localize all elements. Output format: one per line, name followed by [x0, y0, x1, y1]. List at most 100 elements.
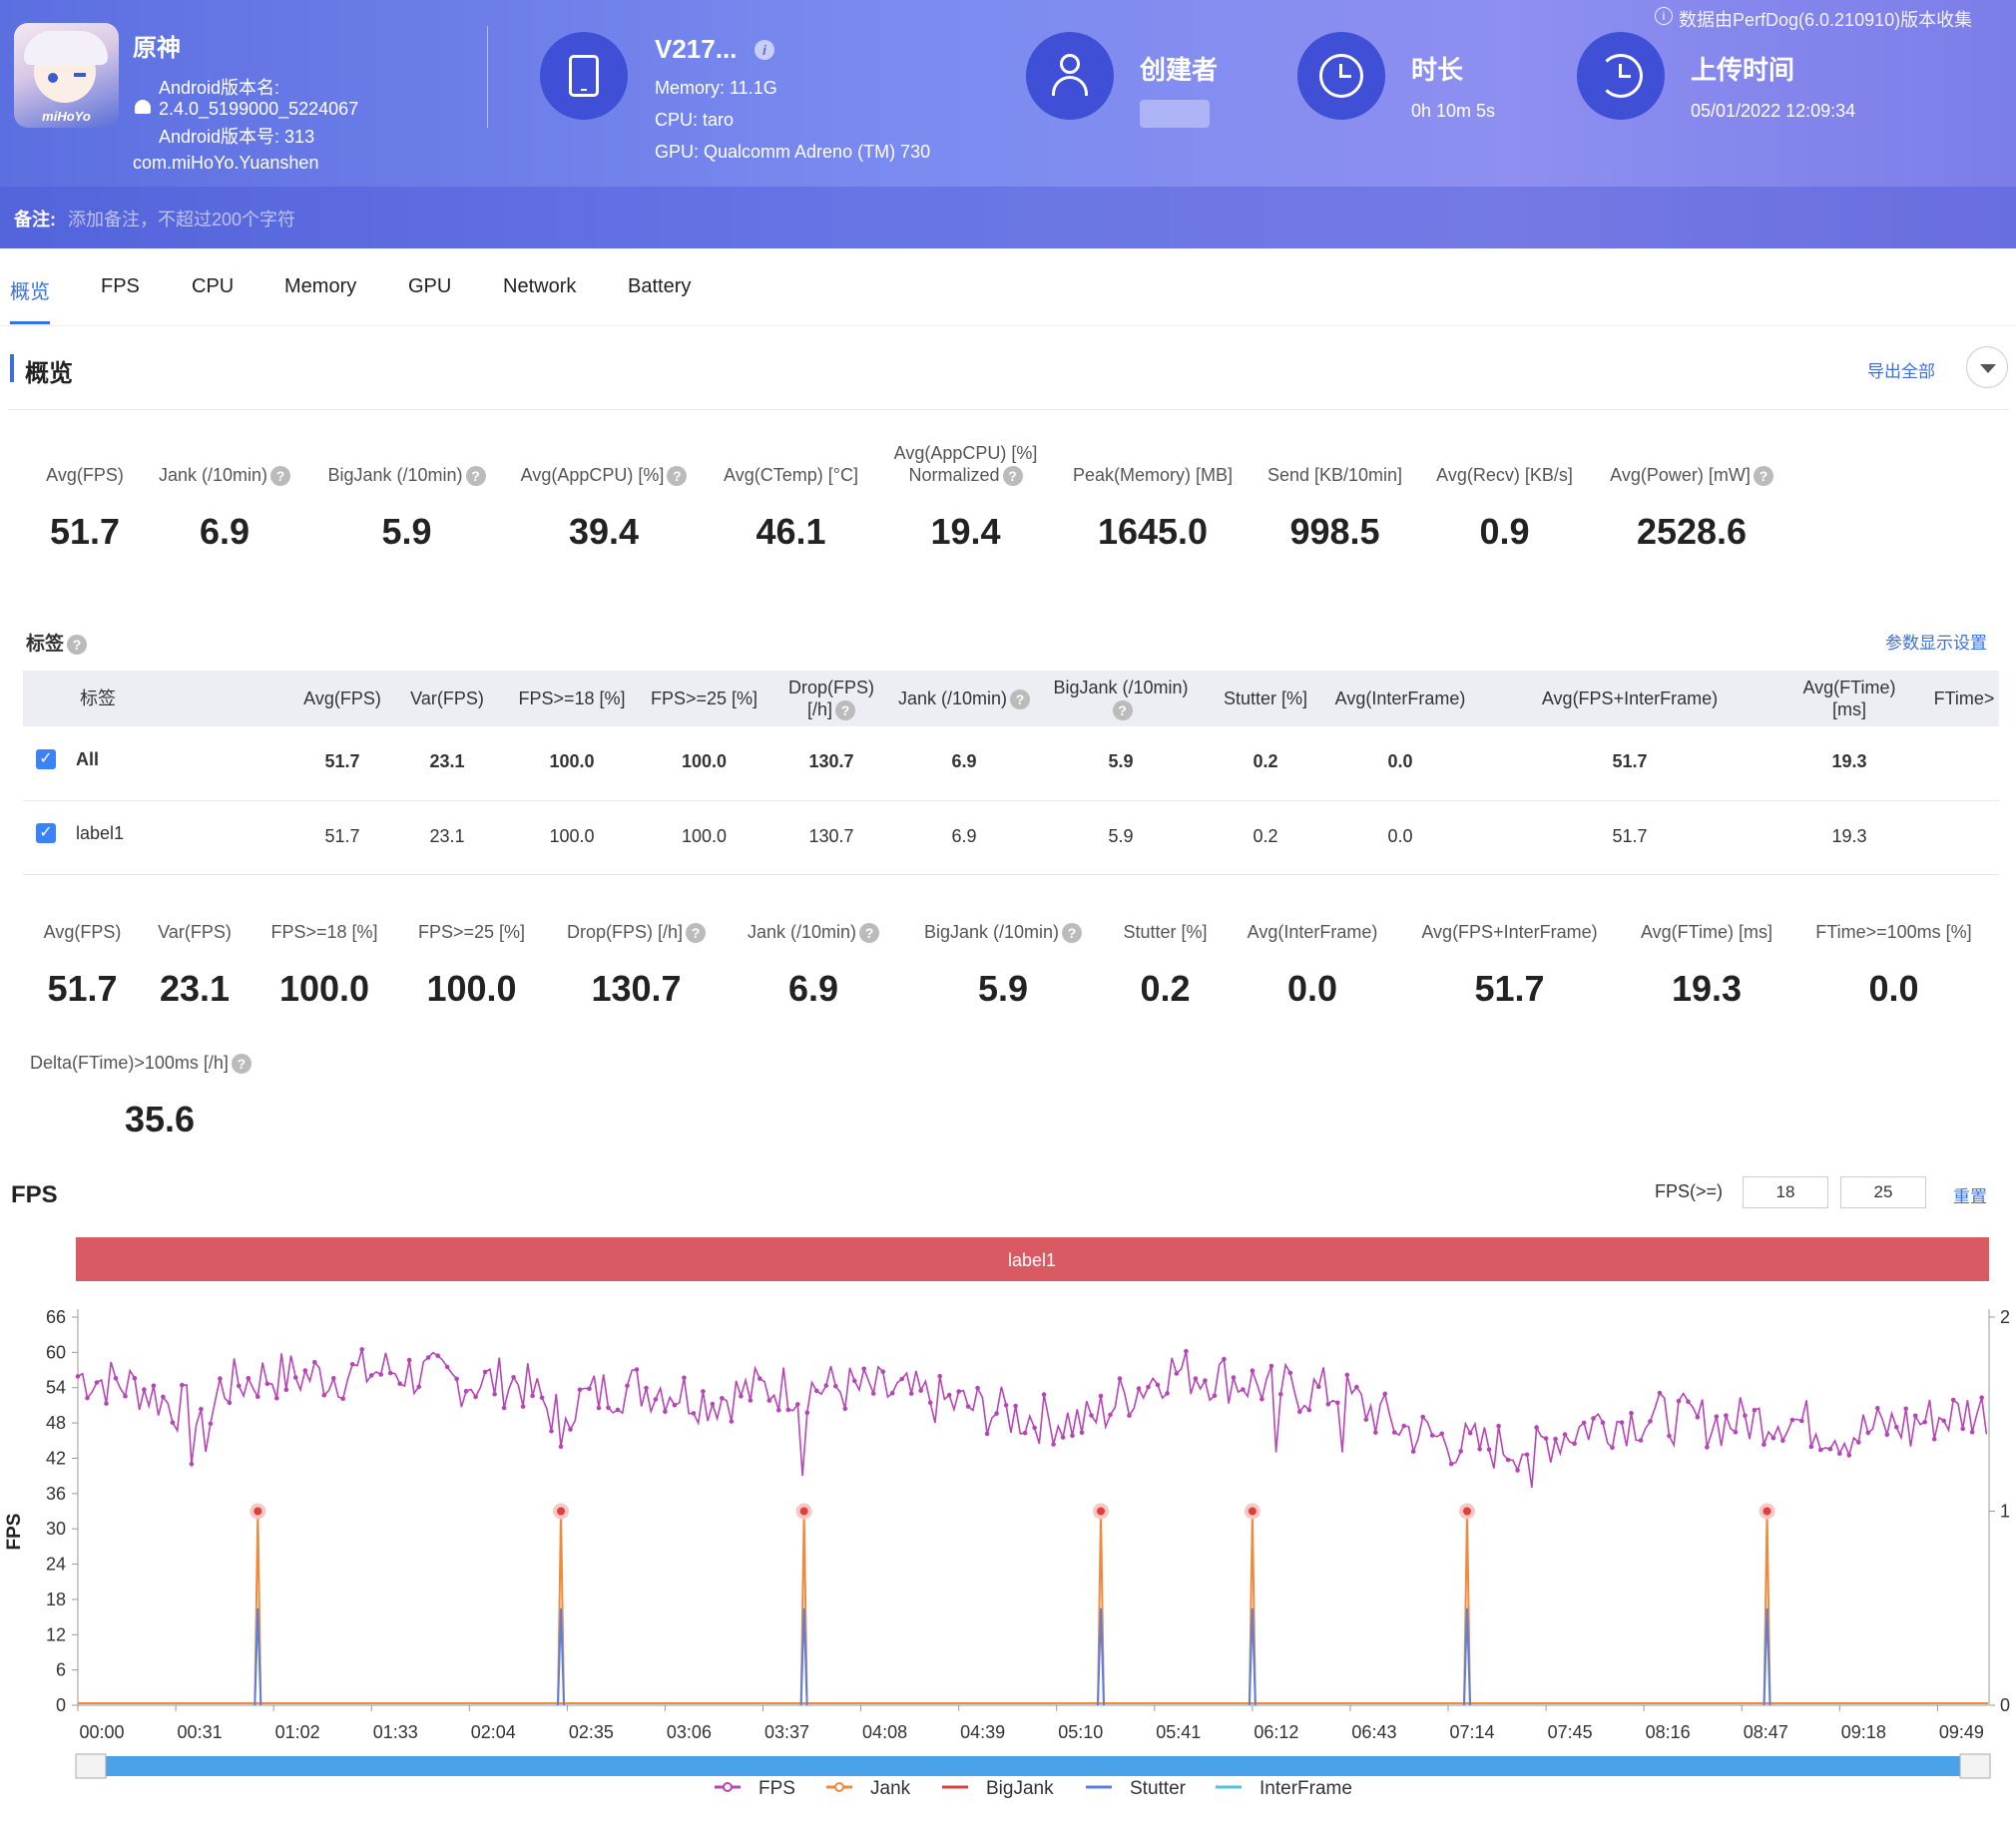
fps-point: [984, 1431, 990, 1437]
fps-point: [530, 1393, 535, 1399]
fps-point: [1212, 1393, 1218, 1398]
help-icon[interactable]: ?: [1753, 466, 1773, 487]
fps-threshold-input-1[interactable]: 18: [1743, 1176, 1828, 1208]
fps-point: [454, 1376, 459, 1382]
help-icon[interactable]: ?: [1010, 689, 1031, 710]
row-checkbox[interactable]: ✓: [36, 823, 56, 843]
y-axis-label: FPS: [4, 1514, 25, 1551]
range-slider-track[interactable]: [78, 1756, 1988, 1776]
help-icon[interactable]: ?: [465, 466, 486, 487]
fps-point: [1600, 1420, 1606, 1425]
fps-point: [1448, 1461, 1454, 1467]
fps-point: [1505, 1457, 1511, 1463]
fps-point: [283, 1387, 289, 1393]
legend-item[interactable]: InterFrame: [1260, 1778, 1352, 1799]
reset-button[interactable]: 重置: [1953, 1187, 1987, 1206]
fps-point: [1260, 1396, 1264, 1402]
fps-point: [425, 1355, 431, 1360]
help-icon[interactable]: ?: [67, 634, 88, 655]
tab-gpu[interactable]: GPU: [408, 275, 452, 297]
help-icon[interactable]: ?: [231, 1054, 252, 1075]
fps-point: [1382, 1391, 1387, 1397]
help-icon[interactable]: ?: [1062, 923, 1083, 944]
help-icon[interactable]: ?: [835, 700, 855, 721]
x-tick-label: 02:35: [569, 1722, 614, 1742]
metric-value: 100.0: [278, 968, 370, 1009]
fps-point: [520, 1404, 526, 1409]
metric-value: 0.0: [1868, 968, 1919, 1009]
tags-title: 标签: [26, 634, 65, 655]
param-settings-link[interactable]: 参数显示设置: [1885, 634, 1987, 653]
fps-point: [1325, 1402, 1331, 1407]
collapse-button[interactable]: [1966, 346, 2008, 388]
fps-threshold-input-2[interactable]: 25: [1840, 1176, 1926, 1208]
help-icon[interactable]: ?: [1112, 700, 1133, 721]
fps-point: [1903, 1406, 1908, 1412]
fps-point: [1846, 1453, 1852, 1458]
fps-point: [823, 1383, 829, 1388]
x-tick-label: 05:41: [1156, 1722, 1201, 1742]
col-header: [/h]?: [776, 698, 886, 721]
tab-cpu[interactable]: CPU: [192, 275, 235, 297]
tab-network[interactable]: Network: [503, 275, 577, 297]
row-checkbox[interactable]: ✓: [36, 749, 56, 769]
y-tick-label: 66: [46, 1307, 66, 1327]
fps-point: [1676, 1398, 1682, 1404]
tab-battery[interactable]: Battery: [628, 275, 692, 297]
fps-point: [1117, 1376, 1123, 1381]
stutter-spike: [253, 1607, 262, 1706]
range-handle-left[interactable]: [75, 1753, 107, 1779]
metric-value: 51.7: [1474, 968, 1545, 1009]
metric-value: 130.7: [591, 968, 682, 1009]
app-version-code: Android版本号: 313: [159, 127, 315, 147]
legend-item[interactable]: Jank: [870, 1778, 911, 1799]
help-icon[interactable]: ?: [859, 923, 880, 944]
fps-point: [1316, 1384, 1321, 1390]
table-cell: 0.0: [1387, 826, 1413, 846]
y-tick-label: 48: [46, 1413, 66, 1433]
fps-point: [956, 1389, 961, 1394]
table-cell: 130.7: [808, 826, 854, 846]
help-icon[interactable]: ?: [1002, 466, 1023, 487]
tab-overview[interactable]: 概览: [10, 281, 50, 303]
table-cell: 51.7: [1612, 751, 1648, 771]
metric-label: Jank (/10min)?: [729, 922, 898, 944]
metric-value: 2528.6: [1636, 511, 1748, 552]
fps-point: [880, 1369, 885, 1374]
clock-icon: [1319, 54, 1363, 98]
tab-fps[interactable]: FPS: [101, 275, 140, 297]
tab-memory[interactable]: Memory: [284, 275, 357, 297]
legend-item[interactable]: Stutter: [1130, 1778, 1187, 1799]
fps-point: [180, 1382, 185, 1388]
table-cell: 0.0: [1387, 751, 1413, 771]
legend-item[interactable]: FPS: [758, 1778, 795, 1799]
jank-marker: [1463, 1507, 1471, 1516]
fps-threshold-label: FPS(>=): [1655, 1181, 1724, 1201]
jank-marker: [557, 1507, 566, 1516]
fps-point: [1648, 1419, 1653, 1424]
y-tick-label: 60: [46, 1342, 66, 1362]
fps-point: [710, 1401, 716, 1407]
range-handle-right[interactable]: [1959, 1753, 1991, 1779]
note-input[interactable]: 添加备注，不超过200个字符: [68, 210, 296, 229]
metric-label: Drop(FPS) [/h]?: [549, 922, 724, 944]
fps-point: [1789, 1417, 1795, 1423]
fps-point: [1013, 1403, 1018, 1409]
y-tick-label: 6: [56, 1660, 66, 1680]
device-info-icon[interactable]: i: [755, 40, 774, 60]
fps-point: [397, 1381, 403, 1386]
legend-item[interactable]: BigJank: [986, 1778, 1054, 1799]
fps-point: [1960, 1426, 1965, 1432]
y-tick-label: 54: [46, 1378, 66, 1398]
fps-point: [132, 1375, 138, 1381]
metric-value: 51.7: [47, 968, 118, 1009]
fps-point: [965, 1404, 971, 1409]
metric-label: FPS>=18 [%]: [270, 922, 378, 942]
y-tick-label: 30: [46, 1519, 66, 1539]
help-icon[interactable]: ?: [270, 466, 291, 487]
help-icon[interactable]: ?: [686, 923, 707, 944]
col-header: [ms]: [1832, 699, 1866, 719]
help-icon[interactable]: ?: [667, 466, 688, 487]
x-tick-label: 07:14: [1449, 1722, 1494, 1742]
export-all-link[interactable]: 导出全部: [1867, 362, 1935, 381]
